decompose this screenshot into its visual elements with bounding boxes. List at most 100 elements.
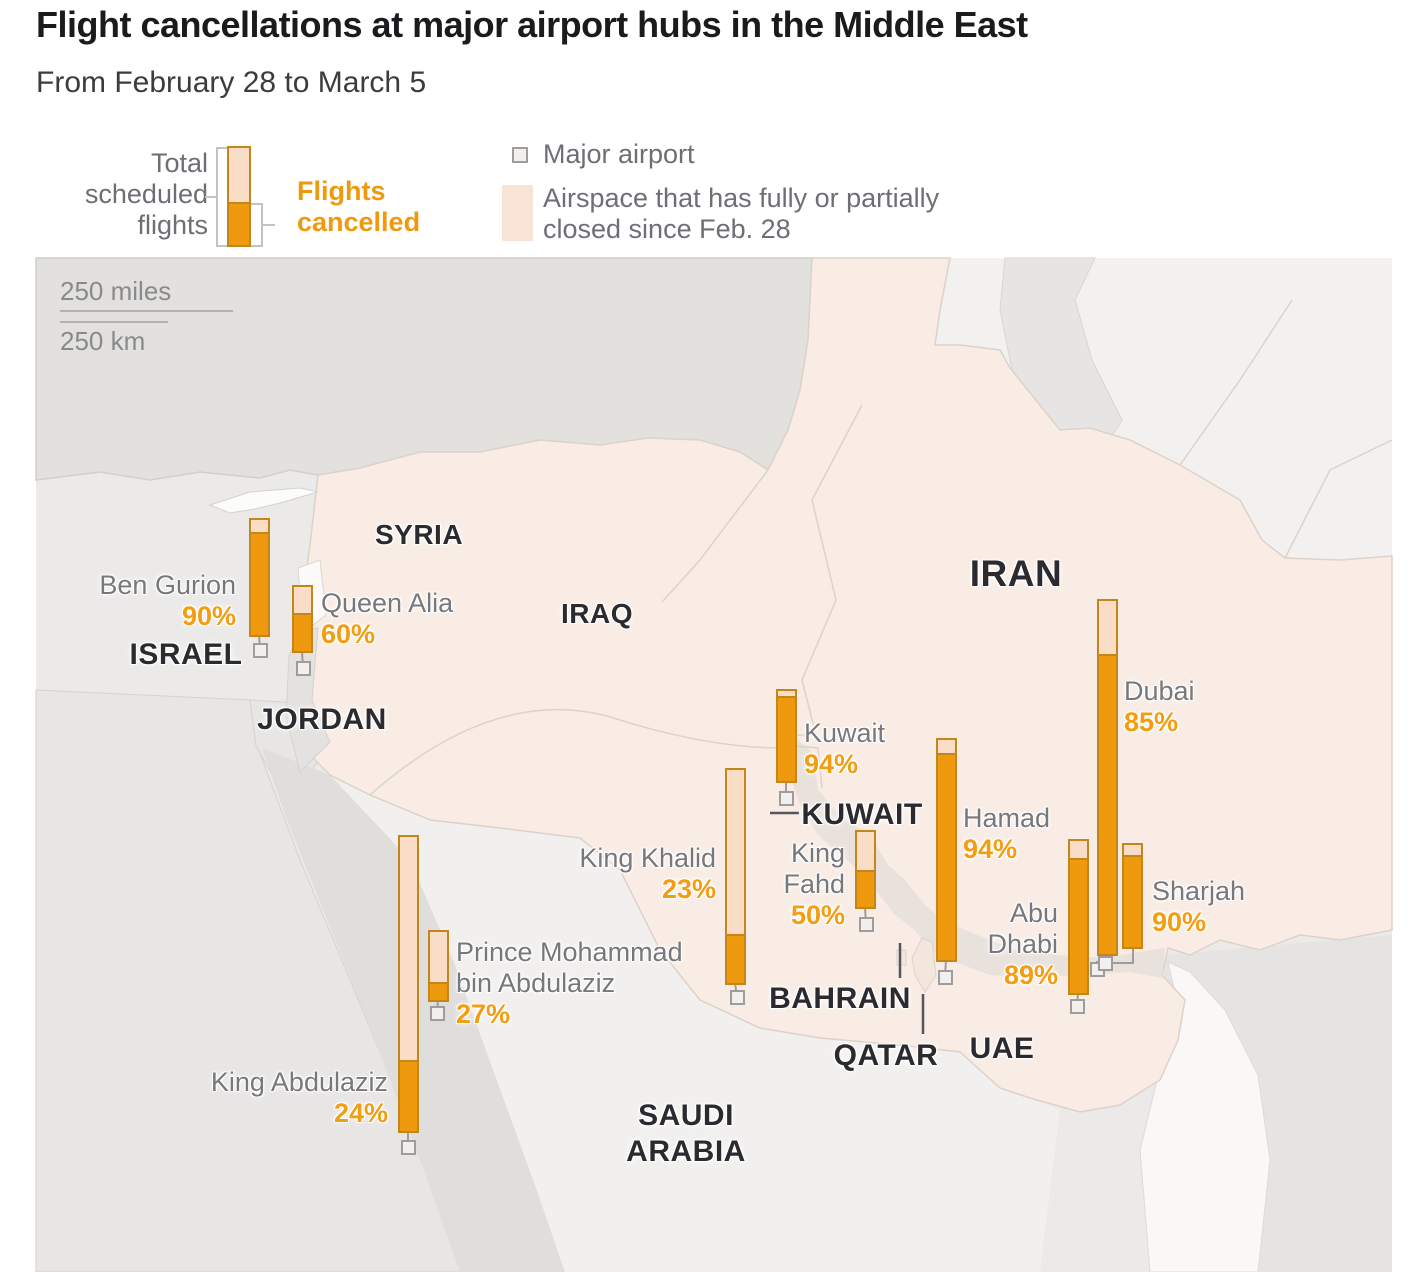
airport-bar-kuwait: [776, 689, 797, 783]
scale-km-line: [60, 321, 168, 323]
airport-name-line: Dubai: [1124, 676, 1195, 706]
country-name-line: IRAQ: [561, 598, 633, 629]
country-label-saudi-arabia: SAUDI ARABIA: [626, 1098, 746, 1170]
airport-bar-hamad: [936, 738, 957, 962]
country-name-line: BAHRAIN: [769, 982, 911, 1015]
airport-pct-value: 60%: [321, 619, 376, 649]
country-label-bahrain: BAHRAIN: [769, 981, 911, 1017]
airport-name-line: Queen Alia: [321, 588, 454, 618]
scale-miles-line: [60, 310, 233, 312]
airport-bar-prince-mohammad-bin-abdulaziz: [428, 930, 449, 1002]
airport-pct-value: 90%: [1152, 907, 1207, 937]
airport-marker-ben-gurion: [253, 643, 268, 658]
airport-pct-value: 90%: [181, 601, 236, 631]
country-label-qatar: QATAR: [834, 1038, 939, 1074]
major-airport-icon: [512, 147, 528, 163]
country-name-line: IRAN: [969, 553, 1063, 594]
airport-label-ben-gurion: Ben Gurion 90%: [99, 570, 236, 632]
airport-label-dubai: Dubai 85%: [1124, 676, 1195, 738]
airport-name-line: Abu: [1009, 898, 1058, 928]
country-name-line: ARABIA: [626, 1135, 746, 1168]
legend-airspace-label: Airspace that has fully or partially clo…: [543, 183, 940, 244]
country-name-line: QATAR: [833, 1039, 939, 1072]
airport-pct-value: 85%: [1124, 707, 1179, 737]
airport-name-line: Ben Gurion: [99, 570, 236, 600]
airport-label-sharjah: Sharjah 90%: [1152, 876, 1245, 938]
country-label-israel: ISRAEL: [129, 637, 242, 673]
scale-km-label: 250 km: [60, 326, 146, 356]
airport-bar-king-abdulaziz: [398, 835, 419, 1133]
airport-pct-value: 27%: [456, 999, 511, 1029]
airport-bar-cancelled-fill: [727, 934, 744, 983]
country-name-line: UAE: [969, 1032, 1035, 1065]
airport-marker-sharjah: [1098, 956, 1113, 971]
country-name-line: SAUDI: [638, 1099, 734, 1132]
airport-name-line: King Khalid: [579, 843, 716, 873]
airport-label-king-khalid: King Khalid 23%: [579, 843, 716, 905]
airport-bar-king-fahd: [855, 830, 876, 909]
airport-label-queen-alia: Queen Alia 60%: [321, 588, 453, 650]
airport-pct-value: 50%: [790, 900, 845, 930]
page-title: Flight cancellations at major airport hu…: [36, 4, 1028, 45]
airport-pct-value: 94%: [804, 749, 859, 779]
country-label-uae: UAE: [970, 1031, 1035, 1067]
airport-pct-value: 24%: [333, 1098, 388, 1128]
leader-line: [1105, 949, 1134, 964]
airport-bar-cancelled-fill: [294, 612, 311, 651]
airport-label-king-abdulaziz: King Abdulaziz 24%: [211, 1067, 388, 1129]
airport-marker-kuwait: [779, 791, 794, 806]
airport-bar-sharjah: [1122, 843, 1143, 949]
airport-bar-cancelled-fill: [1124, 855, 1141, 947]
airport-label-abu-dhabi: Abu Dhabi 89%: [987, 898, 1058, 991]
airport-bar-cancelled-fill: [1070, 857, 1087, 993]
airport-bar-cancelled-fill: [938, 753, 955, 960]
airport-pct-value: 94%: [963, 834, 1018, 864]
airport-pct-value: 89%: [1003, 960, 1058, 990]
airport-name-line: King: [790, 838, 845, 868]
legend-major-airport-label: Major airport: [543, 139, 695, 169]
airport-bar-ben-gurion: [249, 518, 270, 637]
airport-bar-cancelled-fill: [1099, 653, 1116, 954]
airport-label-kuwait: Kuwait 94%: [804, 718, 885, 780]
country-label-kuwait: KUWAIT: [801, 797, 922, 833]
airport-bar-cancelled-fill: [400, 1060, 417, 1131]
country-label-iraq: IRAQ: [561, 597, 633, 631]
airport-label-hamad: Hamad 94%: [963, 803, 1050, 865]
scale-miles-label: 250 miles: [60, 276, 172, 306]
country-label-jordan: JORDAN: [257, 702, 387, 738]
airport-name-line: Dhabi: [987, 929, 1058, 959]
legend-bar-icon: [205, 146, 275, 247]
airport-bar-king-khalid: [725, 768, 746, 985]
airport-marker-hamad: [938, 970, 953, 985]
airport-bar-cancelled-fill: [857, 869, 874, 907]
legend-flights-cancelled-label: Flights cancelled: [297, 176, 421, 237]
airport-name-line: bin Abdulaziz: [456, 968, 616, 998]
legend-total-scheduled-label: Total scheduled flights: [84, 148, 208, 240]
airport-marker-prince-mohammad-bin-abdulaziz: [430, 1006, 445, 1021]
airport-name-line: Prince Mohammad: [456, 937, 683, 967]
country-label-iran: IRAN: [970, 552, 1062, 595]
airport-bar-dubai: [1097, 599, 1118, 956]
airport-bar-queen-alia: [292, 585, 313, 653]
airport-bar-cancelled-fill: [430, 981, 447, 1000]
country-name-line: JORDAN: [257, 703, 387, 736]
airport-bar-cancelled-fill: [778, 696, 795, 781]
airport-label-king-fahd: King Fahd 50%: [783, 838, 845, 931]
airport-marker-king-khalid: [730, 990, 745, 1005]
airport-marker-queen-alia: [296, 661, 311, 676]
airport-name-line: Sharjah: [1152, 876, 1246, 906]
airport-marker-abu-dhabi: [1070, 999, 1085, 1014]
airport-marker-king-abdulaziz: [401, 1140, 416, 1155]
airport-name-line: King Abdulaziz: [210, 1067, 388, 1097]
airspace-swatch-icon: [502, 185, 533, 241]
airport-name-line: Fahd: [783, 869, 845, 899]
airport-marker-king-fahd: [859, 917, 874, 932]
country-name-line: SYRIA: [374, 519, 464, 550]
airport-name-line: Kuwait: [804, 718, 886, 748]
airport-bar-cancelled-fill: [251, 531, 268, 635]
country-name-line: ISRAEL: [129, 638, 243, 671]
airport-bar-abu-dhabi: [1068, 839, 1089, 995]
country-label-syria: SYRIA: [375, 518, 463, 552]
airport-name-line: Hamad: [963, 803, 1051, 833]
